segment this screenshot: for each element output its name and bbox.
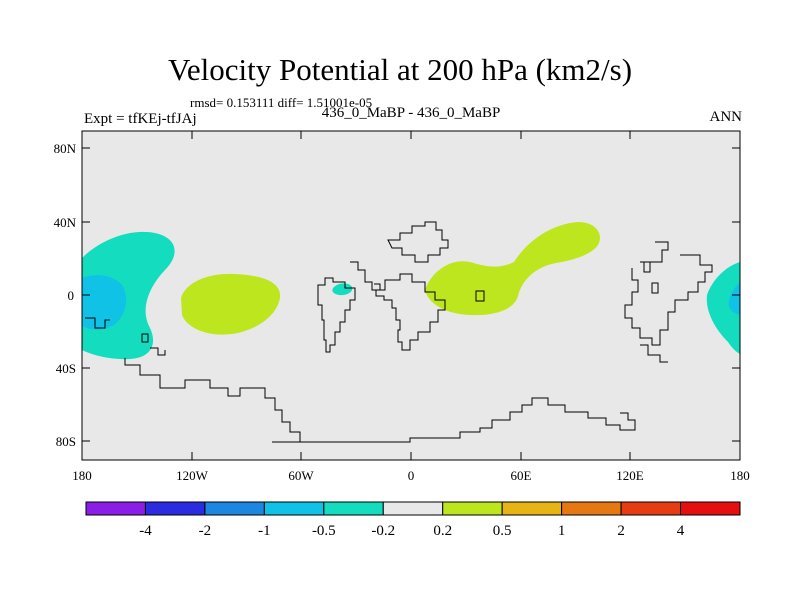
colorbar-swatch [382,501,444,516]
coastline-island-west [141,333,149,343]
colorbar-label: -0.5 [312,523,336,539]
coastline-europe [387,221,449,263]
case-label: 436_0_MaBP - 436_0_MaBP [321,105,501,121]
colorbar-swatch [144,501,206,516]
coastline-pacific-islands [150,347,166,356]
stats-label: rmsd= 0.153111 diff= 1.51001e-05 [190,95,373,110]
colorbar-swatch [680,501,741,516]
colorbar-swatch [620,501,682,516]
colorbar-label: -1 [258,523,271,539]
contour-neg-west-inner [82,275,127,330]
lon-label-60e: 60E [511,468,532,483]
colorbar-swatch [85,501,146,516]
season-label: ANN [709,109,743,125]
colorbar-label: -4 [139,523,152,539]
lat-labels: 80N 40N 0 40S 80S [54,141,77,449]
coastline-south-america-tip [85,317,110,329]
contour-neg-east-inner [728,283,740,315]
colorbar-label: 0.5 [493,523,512,539]
coastline-antarctica [124,358,301,443]
coastline-antarctica-east [272,397,636,443]
lat-label-40s: 40S [56,361,76,376]
coastline-central-america [350,261,381,291]
contour-pos-east [425,222,600,316]
lat-label-0: 0 [68,288,75,303]
colorbar-swatch [323,501,384,516]
lon-label-180w: 180 [72,468,92,483]
lon-labels: 180 120W 60W 0 60E 120E 180 [72,468,750,483]
colorbar-swatch [442,501,503,516]
colorbar-label: -0.2 [371,523,395,539]
contour-fills [82,222,740,360]
colorbar [85,501,741,516]
colorbar-swatch [204,501,265,516]
coastline-south-america [317,277,356,353]
lat-label-40n: 40N [54,215,77,230]
colorbar-swatch [561,501,622,516]
coastline-indochina [640,261,651,273]
chart-title: Velocity Potential at 200 hPa (km2/s) [167,52,633,87]
lat-label-80n: 80N [54,141,77,156]
contour-pos-west [181,273,281,335]
colorbar-labels: -4 -2 -1 -0.5 -0.2 0.2 0.5 1 2 4 [139,523,685,539]
colorbar-swatch [263,501,325,516]
colorbar-label: 0.2 [433,523,452,539]
contour-neg-small [332,283,353,296]
coastline-australia-south [640,344,668,363]
lon-label-0: 0 [408,468,415,483]
experiment-label: Expt = tfKEj-tfJAj [84,111,197,127]
colorbar-label: 4 [677,523,685,539]
lon-label-120w: 120W [176,468,209,483]
colorbar-label: 2 [617,523,625,539]
map-background [82,131,740,460]
colorbar-swatch [501,501,563,516]
colorbar-label: 1 [558,523,566,539]
coastlines [85,221,713,443]
lat-label-80s: 80S [56,434,76,449]
coastline-australia-nguinea [624,254,713,346]
colorbar-label: -2 [199,523,212,539]
lon-label-180e: 180 [730,468,750,483]
tick-marks [82,131,740,460]
lon-label-120e: 120E [616,468,644,483]
coastline-island [651,282,659,294]
coastline-madagascar [475,290,485,302]
coastline-africa [375,273,446,351]
lon-label-60w: 60W [288,468,314,483]
contour-neg-east-outer [706,262,740,354]
